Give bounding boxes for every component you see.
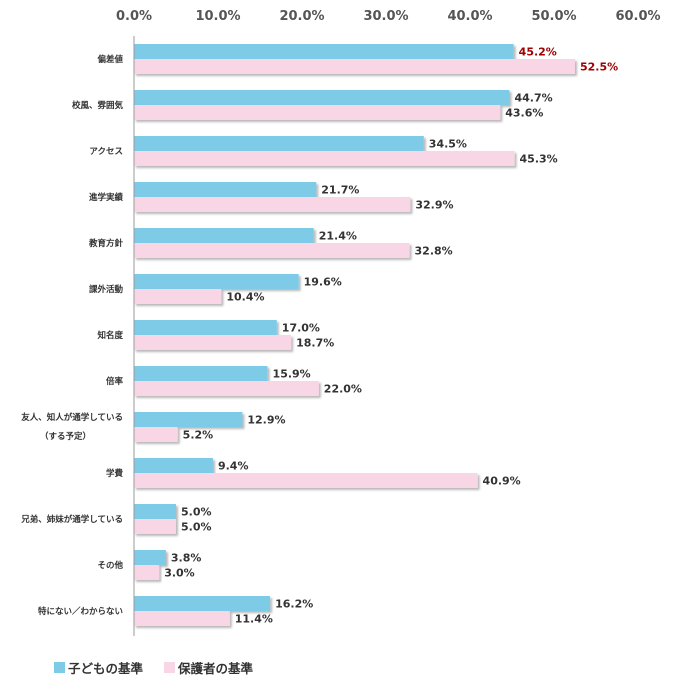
value-label: 17.0%	[282, 322, 320, 335]
x-tick-label: 30.0%	[363, 9, 408, 24]
category-label: 学費	[106, 468, 124, 479]
value-label: 45.2%	[519, 46, 557, 59]
value-label: 5.2%	[183, 429, 214, 442]
category-label: その他	[97, 560, 123, 571]
bar-child-criterion	[134, 90, 510, 105]
bar-child-criterion	[134, 44, 514, 59]
value-label: 43.6%	[505, 107, 543, 120]
value-label: 10.4%	[226, 291, 264, 304]
value-label: 34.5%	[429, 138, 467, 151]
category-label: 偏差値	[97, 54, 123, 65]
bar-parent-criterion	[134, 335, 292, 350]
category-label: 教育方針	[88, 238, 124, 249]
value-label: 52.5%	[580, 61, 618, 74]
x-tick-label: 10.0%	[195, 9, 240, 24]
x-tick-label: 20.0%	[279, 9, 324, 24]
bar-child-criterion	[134, 504, 176, 519]
x-axis-ticks: 0.0% 10.0% 20.0% 30.0% 40.0% 50.0% 60.0%	[116, 9, 661, 24]
bar-child-criterion	[134, 458, 213, 473]
bar-parent-criterion	[134, 289, 222, 304]
bar-child-criterion	[134, 274, 299, 289]
bar-child-criterion	[134, 412, 243, 427]
bar-child-criterion	[134, 550, 166, 565]
value-label: 11.4%	[235, 613, 273, 626]
value-label: 32.8%	[415, 245, 453, 258]
legend-swatch	[164, 662, 175, 673]
x-tick-label: 40.0%	[447, 9, 492, 24]
value-label: 16.2%	[275, 598, 313, 611]
value-label: 21.4%	[319, 230, 357, 243]
category-label: 友人、知人が通学している（する予定）	[20, 412, 123, 442]
bar-child-criterion	[134, 596, 271, 611]
category-label: アクセス	[89, 146, 123, 157]
legend-swatch	[54, 662, 65, 673]
value-label: 22.0%	[324, 383, 362, 396]
bar-parent-criterion	[134, 243, 410, 258]
x-tick-label: 50.0%	[531, 9, 576, 24]
category-label: 進学実績	[89, 192, 124, 203]
bar-parent-criterion	[134, 519, 176, 534]
value-labels: 45.2% 44.7% 34.5% 21.7% 21.4% 19.6% 17.0% 15.9%…	[164, 46, 618, 626]
bar-child-criterion	[134, 136, 424, 151]
bar-parent-criterion	[134, 427, 178, 442]
value-label: 40.9%	[483, 475, 521, 488]
category-labels: 偏差値校風、雰囲気アクセス進学実績教育方針課外活動知名度倍率友人、知人が通学して…	[20, 54, 123, 617]
category-label: 特にない／わからない	[38, 606, 123, 617]
value-label: 5.0%	[181, 521, 212, 534]
bar-parent-criterion	[134, 473, 478, 488]
legend-label: 子どもの基準	[68, 661, 144, 676]
legend-label: 保護者の基準	[177, 661, 254, 676]
bar-child-criterion	[134, 320, 277, 335]
value-label: 18.7%	[296, 337, 334, 350]
value-label: 44.7%	[514, 92, 552, 105]
bar-child-criterion	[134, 182, 317, 197]
value-label: 15.9%	[273, 368, 311, 381]
value-label: 32.9%	[415, 199, 453, 212]
bar-parent-criterion	[134, 59, 575, 74]
category-label: 兄弟、姉妹が通学している	[20, 514, 123, 525]
bar-parent-criterion	[134, 197, 411, 212]
legend: 子どもの基準 保護者の基準	[54, 661, 254, 676]
bars	[134, 44, 575, 626]
bar-parent-criterion	[134, 565, 160, 580]
bar-parent-criterion	[134, 105, 501, 120]
value-label: 45.3%	[520, 153, 558, 166]
bar-parent-criterion	[134, 151, 515, 166]
value-label: 5.0%	[181, 506, 212, 519]
bar-parent-criterion	[134, 381, 319, 396]
bar-child-criterion	[134, 228, 314, 243]
bar-child-criterion	[134, 366, 268, 381]
bar-parent-criterion	[134, 611, 230, 626]
category-label: 倍率	[106, 376, 124, 387]
value-label: 3.8%	[171, 552, 202, 565]
value-label: 12.9%	[247, 414, 285, 427]
category-label: 知名度	[97, 330, 123, 341]
value-label: 19.6%	[304, 276, 342, 289]
category-label: 校風、雰囲気	[72, 100, 124, 111]
category-label: 課外活動	[89, 284, 124, 295]
x-tick-label: 0.0%	[116, 9, 152, 24]
x-tick-label: 60.0%	[615, 9, 660, 24]
value-label: 3.0%	[164, 567, 195, 580]
value-label: 9.4%	[218, 460, 249, 473]
value-label: 21.7%	[321, 184, 359, 197]
